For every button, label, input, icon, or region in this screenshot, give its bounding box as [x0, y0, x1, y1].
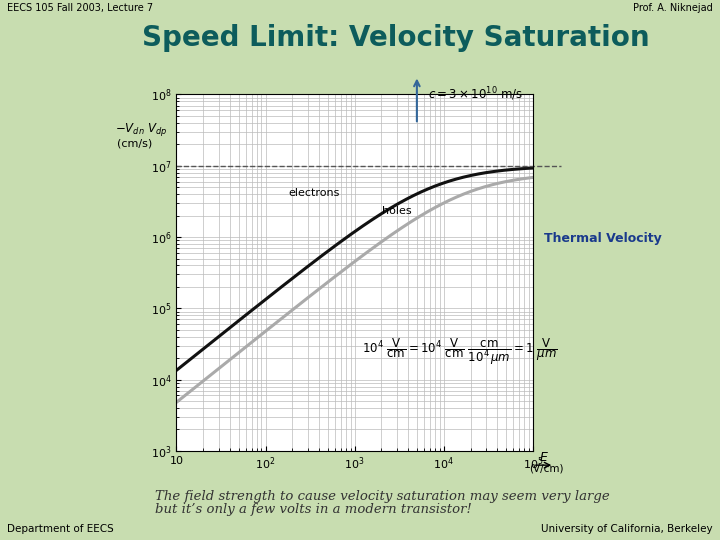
Text: $E$: $E$ [539, 451, 549, 464]
Text: University of California, Berkeley: University of California, Berkeley [541, 523, 713, 534]
Text: Speed Limit: Velocity Saturation: Speed Limit: Velocity Saturation [142, 24, 650, 52]
Text: holes: holes [382, 206, 412, 215]
Text: $-V_{dn}\ V_{dp}$: $-V_{dn}\ V_{dp}$ [115, 121, 168, 138]
Text: Department of EECS: Department of EECS [7, 523, 114, 534]
Text: Prof. A. Niknejad: Prof. A. Niknejad [633, 3, 713, 13]
Text: $c = 3\times10^{10}\ \mathrm{m/s}$: $c = 3\times10^{10}\ \mathrm{m/s}$ [428, 86, 523, 103]
Text: but it’s only a few volts in a modern transistor!: but it’s only a few volts in a modern tr… [155, 503, 472, 516]
Text: electrons: electrons [288, 188, 340, 198]
Text: EECS 105 Fall 2003, Lecture 7: EECS 105 Fall 2003, Lecture 7 [7, 3, 153, 13]
Text: $10^4\ \dfrac{\mathrm{V}}{\mathrm{cm}} = 10^4\ \dfrac{\mathrm{V}}{\mathrm{cm}}\ : $10^4\ \dfrac{\mathrm{V}}{\mathrm{cm}} =… [361, 336, 557, 367]
Text: Thermal Velocity: Thermal Velocity [544, 232, 662, 245]
Text: (cm/s): (cm/s) [117, 138, 152, 148]
Text: (V/cm): (V/cm) [529, 464, 564, 474]
Text: The field strength to cause velocity saturation may seem very large: The field strength to cause velocity sat… [155, 490, 610, 503]
